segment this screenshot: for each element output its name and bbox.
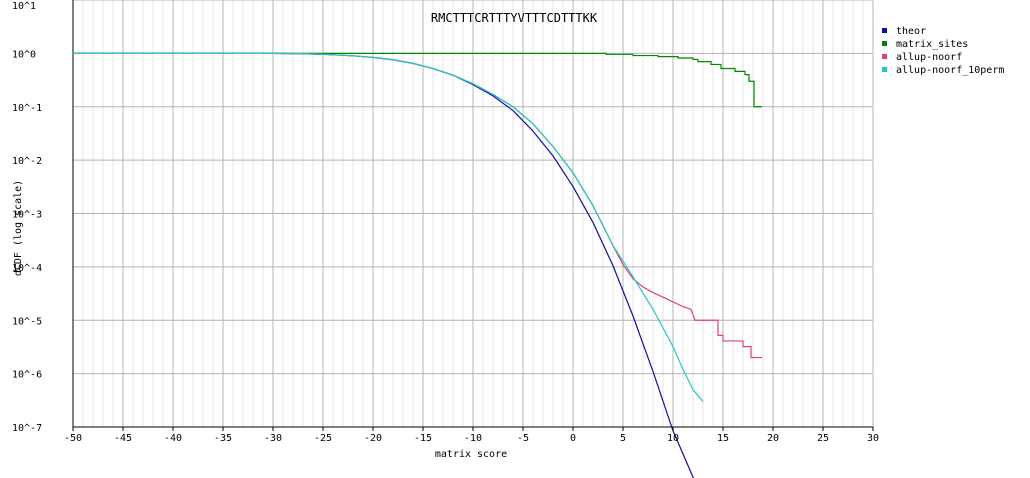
y-tick-label: 10^-4 — [12, 263, 42, 274]
x-tick-label: -10 — [464, 433, 482, 444]
y-tick-label: 10^-5 — [12, 316, 42, 327]
x-tick-label: -15 — [414, 433, 432, 444]
y-axis-ticks: 10^1 10^0 10^-1 10^-2 10^-3 10^-4 10^-5 10^-6 10… — [12, 1, 42, 434]
legend-marker — [882, 28, 887, 33]
x-tick-label: -25 — [314, 433, 332, 444]
legend-label: theor — [896, 26, 926, 37]
x-axis-ticks: -50 -45 -40 -35 -30 -25 -20 -15 -10 -5 0 5 10 15 20 25 3… — [64, 427, 879, 444]
x-tick-label: 5 — [620, 433, 626, 444]
legend-label: matrix_sites — [896, 39, 968, 50]
legend-marker — [882, 67, 887, 72]
x-tick-label: -35 — [214, 433, 232, 444]
legend-marker — [882, 41, 887, 46]
x-tick-label: -30 — [264, 433, 282, 444]
grid — [72, 0, 874, 428]
x-tick-label: 10 — [667, 433, 679, 444]
legend-marker — [882, 54, 887, 59]
x-tick-label: -40 — [164, 433, 182, 444]
series-line-2 — [73, 52, 762, 108]
legend: theor matrix_sites allup-noorf allup-noorf_… — [882, 26, 1004, 76]
x-tick-label: 15 — [717, 433, 729, 444]
x-tick-label: -20 — [364, 433, 382, 444]
y-tick-label: 10^1 — [12, 1, 36, 12]
x-tick-label: 20 — [767, 433, 779, 444]
y-tick-label: 10^0 — [12, 49, 36, 60]
x-tick-label: 25 — [817, 433, 829, 444]
y-tick-label: 10^-6 — [12, 370, 42, 381]
y-tick-label: 10^-7 — [12, 423, 42, 434]
y-tick-label: 10^-2 — [12, 156, 42, 167]
x-tick-label: -50 — [64, 433, 82, 444]
x-tick-label: 0 — [570, 433, 576, 444]
x-axis-label: matrix score — [435, 449, 507, 460]
y-tick-label: 10^-3 — [12, 210, 42, 221]
legend-label: allup-noorf — [896, 52, 962, 63]
x-tick-label: -5 — [517, 433, 529, 444]
y-tick-label: 10^-1 — [12, 103, 42, 114]
y-axis-label: dCDF (log scale) — [13, 180, 24, 276]
x-tick-label: 30 — [867, 433, 879, 444]
chart-title: RMCTTTCRTTTYVTTTCDTTTKK — [431, 11, 598, 25]
legend-label: allup-noorf_10perm — [896, 65, 1004, 76]
series-line-4 — [73, 52, 704, 402]
series-lines — [73, 52, 762, 478]
x-tick-label: -45 — [114, 433, 132, 444]
